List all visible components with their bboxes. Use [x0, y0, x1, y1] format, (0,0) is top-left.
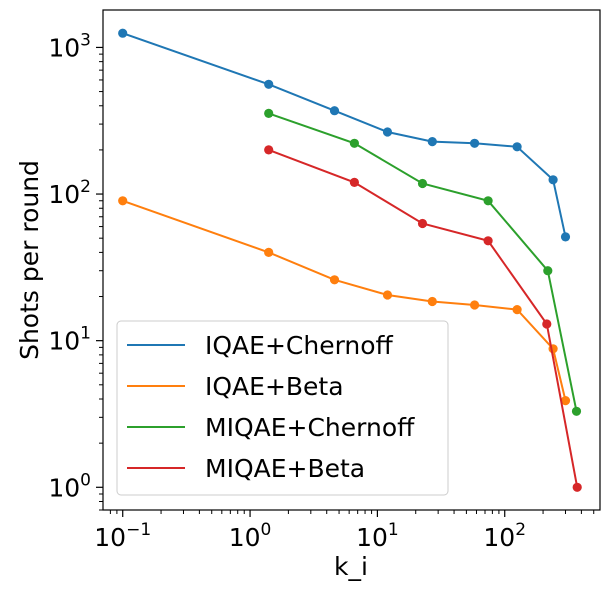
y-axis-label: Shots per round — [15, 160, 44, 360]
series-line — [268, 148, 579, 488]
data-point — [382, 127, 393, 137]
legend-label: IQAE+Chernoff — [205, 331, 394, 360]
data-point — [512, 142, 522, 152]
legend-box — [116, 320, 449, 496]
data-point — [427, 137, 437, 147]
series-layer — [118, 28, 582, 492]
data-point — [118, 28, 128, 38]
x-axis-label: k_i — [334, 552, 368, 581]
data-point — [483, 196, 493, 206]
data-point — [543, 266, 553, 276]
series-line — [268, 112, 578, 412]
legend-label: MIQAE+Chernoff — [205, 413, 415, 442]
legend: IQAE+Chernoff IQAE+Beta MIQAE+Chernoff MIQA… — [116, 320, 449, 496]
x-axis-ticks: 10−1 100 101 102 — [94, 510, 595, 552]
data-point — [417, 178, 428, 189]
plot-frame — [102, 9, 601, 511]
y-tick-label: 102 — [48, 177, 91, 209]
data-point — [483, 236, 493, 246]
data-point — [512, 305, 522, 315]
data-point — [548, 175, 558, 185]
data-point — [264, 145, 274, 155]
data-point — [571, 406, 582, 416]
data-point — [560, 396, 571, 406]
legend-item-iqae-chernoff: IQAE+Chernoff — [127, 331, 394, 360]
series-miqae-beta — [264, 145, 582, 492]
data-point — [427, 296, 437, 307]
x-tick-label: 100 — [229, 520, 272, 552]
y-tick-label: 103 — [48, 30, 91, 62]
legend-item-miqae-chernoff: MIQAE+Chernoff — [127, 413, 415, 442]
legend-label: MIQAE+Beta — [205, 454, 365, 483]
y-tick-label: 100 — [48, 470, 91, 502]
data-point — [542, 319, 552, 329]
data-point — [349, 138, 359, 148]
data-point — [349, 177, 359, 187]
legend-label: IQAE+Beta — [205, 372, 344, 401]
data-point — [560, 232, 571, 242]
x-tick-label: 10−1 — [94, 520, 151, 552]
x-tick-label: 101 — [356, 520, 399, 552]
data-point — [329, 106, 340, 116]
y-axis-ticks: 100 101 102 103 — [48, 30, 103, 511]
data-point — [417, 218, 428, 229]
data-point — [264, 108, 274, 118]
data-point — [264, 79, 274, 89]
data-point — [264, 247, 274, 257]
legend-item-miqae-beta: MIQAE+Beta — [127, 454, 365, 483]
data-point — [118, 196, 128, 206]
y-tick-label: 101 — [48, 324, 91, 356]
data-point — [470, 300, 480, 310]
data-point — [329, 275, 340, 285]
series-iqae-chernoff — [118, 28, 571, 242]
data-point — [382, 290, 393, 300]
series-iqae-beta — [118, 196, 571, 406]
x-tick-label: 102 — [483, 520, 526, 552]
data-point — [470, 138, 480, 148]
legend-item-iqae-beta: IQAE+Beta — [127, 372, 344, 401]
legend-items: IQAE+Chernoff IQAE+Beta MIQAE+Chernoff MIQA… — [127, 331, 415, 483]
data-point — [572, 482, 582, 492]
series-miqae-chernoff — [264, 108, 582, 416]
